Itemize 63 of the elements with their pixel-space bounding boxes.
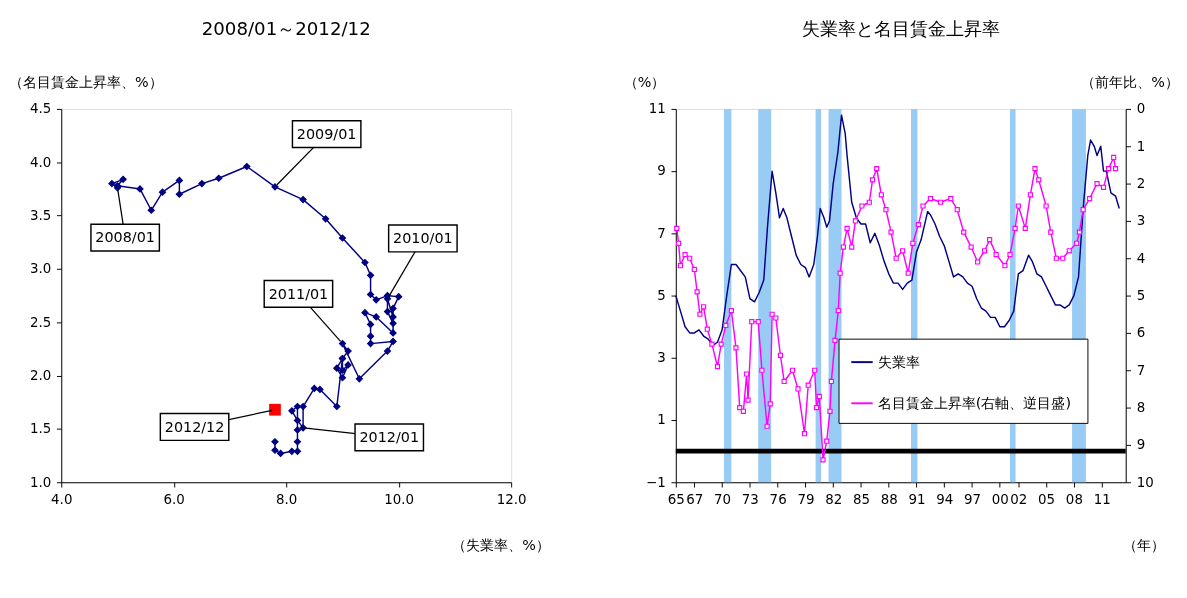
y2-tick-label: 2: [1136, 175, 1146, 191]
y2-tick-label: 5: [1136, 287, 1146, 303]
x-tick-label: 88: [880, 491, 898, 507]
annotation: 2008/01: [95, 229, 155, 246]
x-tick-label: 00: [991, 491, 1009, 507]
annotation: 2011/01: [268, 285, 329, 302]
x-tick-label: 05: [1038, 491, 1056, 507]
y2-tick-label: 9: [1136, 437, 1146, 453]
y-tick-label: 11: [648, 101, 666, 117]
x-tick-label: 6.0: [163, 491, 185, 507]
x-tick-label: 97: [964, 491, 982, 507]
y2-tick-label: 3: [1136, 213, 1146, 229]
y-tick-label: 5: [657, 287, 666, 303]
x-tick-label: 91: [908, 491, 926, 507]
y-tick-label: 3.0: [29, 261, 52, 277]
x-tick-label: 70: [714, 491, 732, 507]
y-tick-label: 3.5: [29, 207, 52, 223]
annotation: 2012/12: [164, 418, 225, 435]
x-tick-label: 67: [686, 491, 704, 507]
y-tick-label: 1.5: [29, 421, 52, 437]
y-tick-label: 1.0: [29, 474, 52, 490]
x-axis-title: （失業率、%）: [452, 536, 550, 553]
x-axis-title: （年）: [1122, 536, 1165, 553]
x-tick-label: 85: [852, 491, 870, 507]
chart-title: 失業率と名目賃金上昇率: [801, 18, 1000, 40]
y-tick-label: 9: [657, 163, 666, 179]
x-tick-label: 08: [1065, 491, 1083, 507]
y-tick-label: 1: [657, 412, 666, 428]
annotation: 2010/01: [393, 230, 453, 247]
y-tick-label: 3: [657, 350, 666, 366]
y-tick-label: 4.5: [29, 101, 52, 117]
y-tick-label: 4.0: [29, 154, 52, 170]
y-tick-label: 2.5: [29, 314, 52, 330]
y2-tick-label: 10: [1136, 474, 1154, 490]
x-tick-label: 4.0: [51, 491, 73, 507]
y-tick-label: 7: [657, 225, 666, 241]
legend-label: 失業率: [877, 353, 920, 370]
x-tick-label: 76: [769, 491, 787, 507]
x-tick-label: 11: [1093, 491, 1111, 507]
y2-tick-label: 7: [1136, 362, 1146, 378]
x-tick-label: 94: [936, 491, 954, 507]
y2-tick-label: 6: [1136, 325, 1146, 341]
y2-axis-title: （前年比、%）: [1081, 74, 1179, 91]
y2-tick-label: 4: [1136, 250, 1146, 266]
y2-tick-label: 0: [1136, 101, 1146, 117]
annotation: 2012/01: [359, 429, 420, 446]
y-axis-title: （%）: [623, 74, 666, 91]
legend-label: 名目賃金上昇率(右軸、逆目盛): [877, 395, 1072, 412]
x-tick-label: 73: [741, 491, 759, 507]
x-tick-label: 82: [825, 491, 843, 507]
x-tick-label: 02: [1010, 491, 1028, 507]
chart-title: 2008/01～2012/12: [201, 18, 371, 40]
y-tick-label: 2.0: [29, 367, 52, 383]
annotation: 2009/01: [296, 125, 357, 142]
x-tick-label: 79: [797, 491, 815, 507]
y2-tick-label: 1: [1136, 138, 1146, 154]
x-tick-label: 10.0: [384, 491, 415, 507]
y2-tick-label: 8: [1136, 399, 1146, 415]
x-tick-label: 65: [667, 491, 685, 507]
x-tick-label: 12.0: [496, 491, 527, 507]
y-tick-label: −1: [646, 474, 666, 490]
x-tick-label: 8.0: [276, 491, 298, 507]
y-axis-title: （名目賃金上昇率、%）: [9, 74, 163, 91]
